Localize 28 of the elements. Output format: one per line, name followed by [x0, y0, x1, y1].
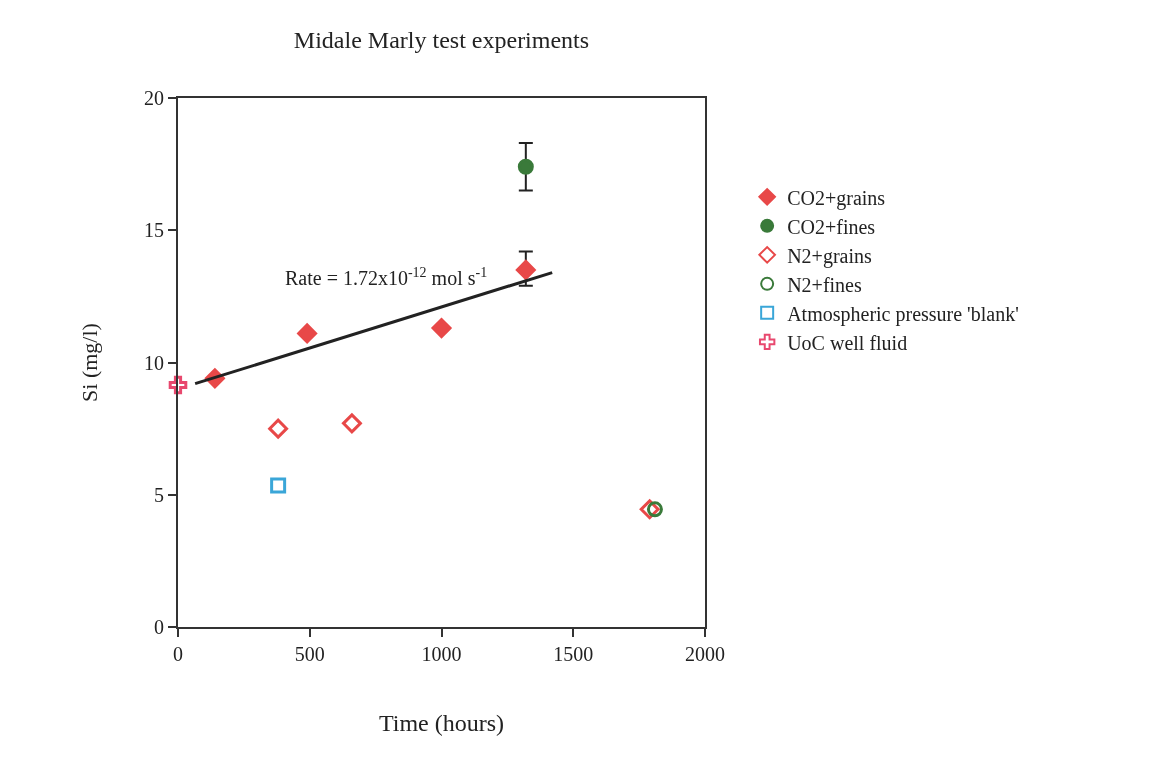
legend-label: CO2+grains	[787, 186, 886, 210]
point	[431, 318, 452, 339]
legend-label: CO2+fines	[787, 215, 876, 238]
legend-label: UoC well fluid	[787, 331, 908, 354]
point	[515, 259, 536, 280]
point	[517, 158, 534, 175]
y-axis-title: Si (mg/l)	[77, 323, 103, 402]
point	[270, 477, 287, 494]
y-tick-label: 10	[144, 351, 164, 374]
y-tick-label: 20	[144, 87, 164, 109]
y-tick-label: 0	[154, 616, 164, 638]
x-tick-label: 0	[173, 643, 183, 665]
chart-title: Midale Marly test experiments	[293, 26, 590, 53]
legend-label: Atmospheric pressure 'blank'	[787, 302, 1019, 326]
annotation: Rate = 1.72x10$^{-12}$ mol s$^{-1}$	[285, 265, 488, 290]
point	[268, 418, 289, 439]
x-tick-label: 1000	[421, 643, 462, 665]
point	[341, 413, 362, 434]
point	[297, 323, 318, 344]
y-tick-label: 15	[144, 219, 164, 242]
x-tick-label: 500	[294, 643, 325, 665]
legend-label: N2+grains	[787, 244, 872, 268]
x-axis-title: Time (hours)	[378, 709, 505, 736]
point	[168, 375, 188, 395]
x-tick-label: 2000	[685, 643, 725, 665]
x-tick-label: 1500	[553, 643, 594, 665]
y-tick-label: 5	[154, 483, 164, 506]
legend-label: N2+fines	[787, 273, 862, 296]
